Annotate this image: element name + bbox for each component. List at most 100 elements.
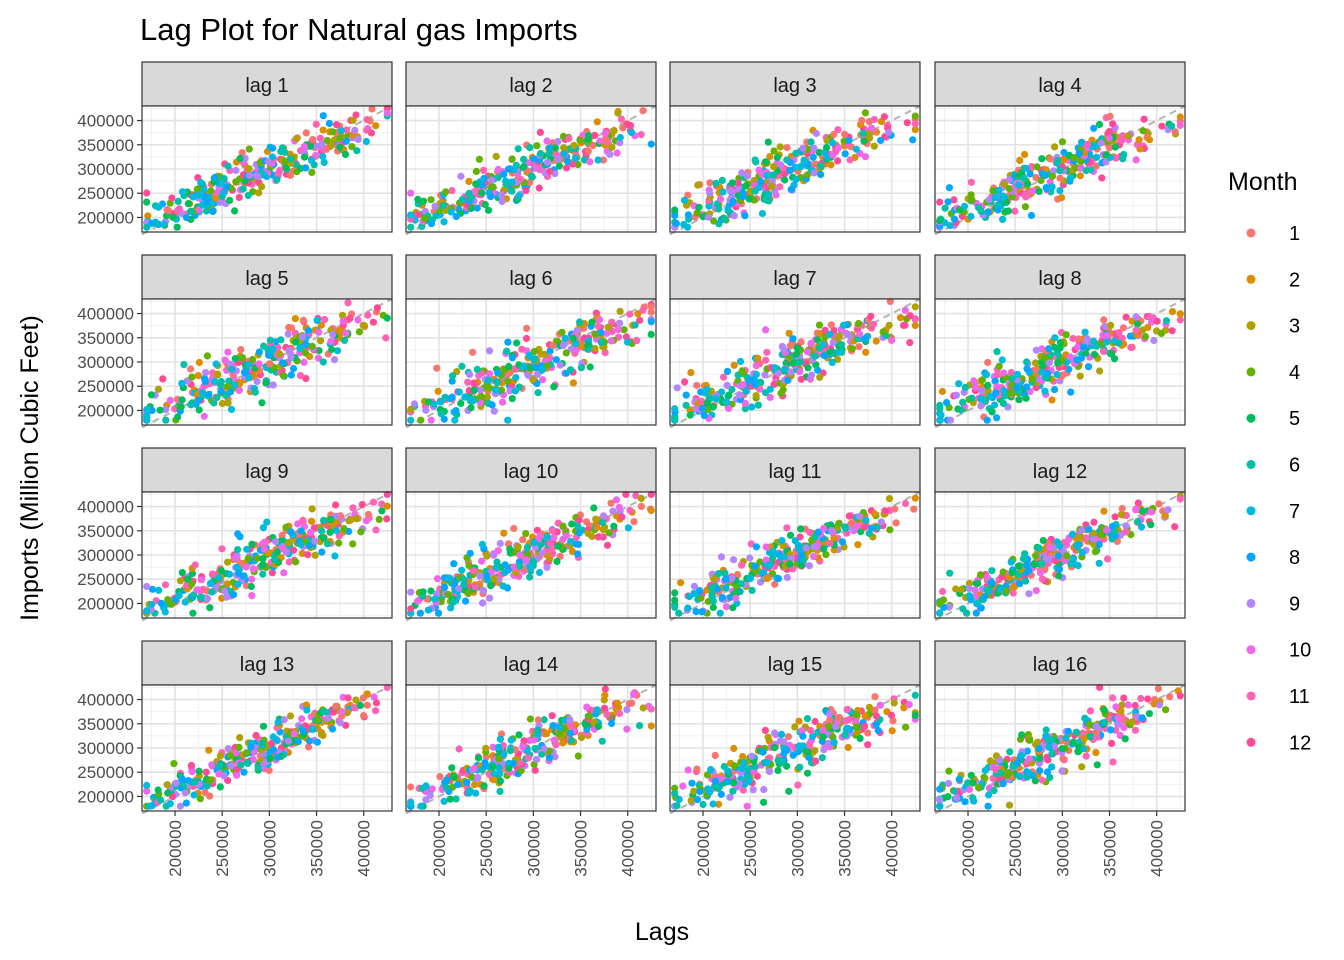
scatter-point <box>724 205 732 214</box>
scatter-point <box>467 204 475 213</box>
scatter-point <box>783 144 791 152</box>
facet-panel: lag 10 <box>405 447 657 622</box>
scatter-point <box>729 198 737 206</box>
scatter-point <box>591 131 599 139</box>
scatter-point <box>1008 374 1016 383</box>
scatter-point <box>1002 198 1010 206</box>
scatter-point <box>469 348 477 356</box>
scatter-point <box>717 553 726 561</box>
scatter-point <box>805 753 813 762</box>
scatter-point <box>309 725 317 733</box>
scatter-point <box>792 149 800 157</box>
scatter-point <box>538 366 546 374</box>
scatter-point <box>368 105 376 113</box>
scatter-point <box>354 316 362 324</box>
scatter-point <box>781 176 789 184</box>
scatter-point <box>407 416 415 424</box>
scatter-point <box>590 504 598 512</box>
scatter-point <box>500 751 508 759</box>
scatter-point <box>723 398 731 406</box>
scatter-point <box>168 194 176 202</box>
scatter-point <box>513 339 521 347</box>
scatter-point <box>474 774 482 782</box>
scatter-point <box>576 136 584 144</box>
scatter-point <box>494 165 502 174</box>
scatter-point <box>373 304 381 312</box>
scatter-point <box>868 324 876 332</box>
scatter-point <box>362 137 370 146</box>
scatter-point <box>214 371 222 379</box>
scatter-point <box>777 553 785 561</box>
scatter-point <box>729 604 737 612</box>
scatter-point <box>206 604 214 612</box>
scatter-point <box>538 549 546 557</box>
scatter-point <box>769 553 777 561</box>
scatter-point <box>300 153 309 161</box>
scatter-point <box>787 554 795 562</box>
scatter-point <box>505 764 513 772</box>
x-tick-label: 350000 <box>836 820 855 877</box>
scatter-point <box>739 193 747 201</box>
panel-border <box>405 684 657 812</box>
scatter-point <box>443 776 451 784</box>
scatter-point <box>774 756 782 765</box>
scatter-point <box>630 518 638 526</box>
scatter-point <box>594 156 602 164</box>
scatter-point <box>439 201 447 210</box>
facet-strip-label: lag 14 <box>504 654 559 676</box>
scatter-point <box>228 365 236 373</box>
scatter-point <box>1008 193 1016 201</box>
scatter-point <box>752 392 760 400</box>
scatter-point <box>630 690 638 698</box>
x-tick-label: 400000 <box>883 820 902 877</box>
scatter-point <box>470 567 478 575</box>
scatter-point <box>520 155 528 163</box>
scatter-point <box>1074 343 1082 351</box>
scatter-point <box>995 186 1003 195</box>
scatter-point <box>363 701 371 709</box>
scatter-point <box>785 329 793 337</box>
scatter-point <box>603 329 611 337</box>
scatter-point <box>227 762 235 770</box>
scatter-point <box>780 749 788 758</box>
scatter-point <box>1022 164 1030 172</box>
scatter-point <box>699 213 707 221</box>
scatter-point <box>761 371 769 379</box>
scatter-point <box>515 731 523 739</box>
scatter-point <box>1056 174 1064 182</box>
scatter-point <box>910 505 918 513</box>
scatter-point <box>263 518 271 526</box>
scatter-point <box>207 187 215 195</box>
scatter-point <box>318 548 326 556</box>
scatter-point <box>1023 383 1031 391</box>
scatter-point <box>586 158 594 166</box>
scatter-point <box>800 158 808 166</box>
y-tick-label: 250000 <box>77 570 134 589</box>
scatter-point <box>422 406 430 414</box>
scatter-point <box>981 593 989 601</box>
scatter-point <box>1119 324 1128 332</box>
scatter-point <box>647 140 655 148</box>
scatter-point <box>364 311 372 319</box>
scatter-point <box>1078 138 1086 146</box>
scatter-point <box>433 364 441 372</box>
scatter-point <box>206 792 214 800</box>
scatter-point <box>598 737 606 745</box>
scatter-point <box>407 783 415 791</box>
scatter-point <box>1055 572 1063 580</box>
facet-panel: lag 8 <box>934 254 1186 429</box>
scatter-point <box>268 569 276 577</box>
scatter-point <box>804 748 812 756</box>
scatter-point <box>647 722 655 730</box>
scatter-point <box>440 415 448 423</box>
scatter-point <box>512 374 520 382</box>
facet-strip <box>405 254 657 300</box>
scatter-point <box>685 592 694 601</box>
scatter-point <box>332 527 340 535</box>
scatter-point <box>444 590 452 599</box>
scatter-point <box>769 547 777 556</box>
x-tick-label: 250000 <box>477 820 496 877</box>
scatter-point <box>516 551 524 559</box>
